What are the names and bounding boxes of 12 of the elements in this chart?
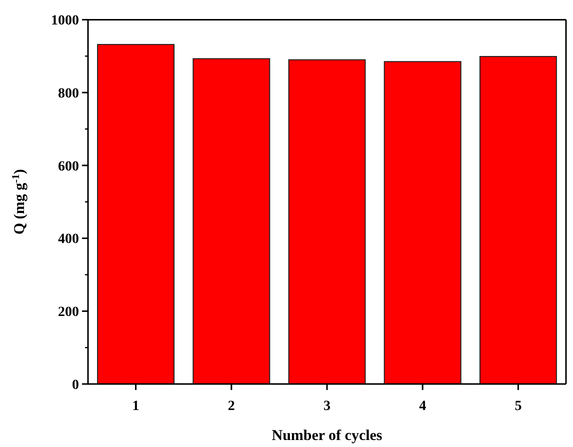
x-tick-label: 5	[514, 399, 522, 414]
x-axis-title: Number of cycles	[272, 428, 382, 444]
x-tick-label: 3	[324, 399, 330, 414]
x-tick-label: 1	[132, 399, 140, 414]
y-tick-label: 200	[58, 305, 79, 320]
y-tick-label: 800	[58, 86, 79, 102]
y-tick-label: 1000	[51, 14, 79, 29]
y-tick-label: 600	[58, 159, 79, 174]
x-tick-label: 2	[228, 399, 235, 414]
y-tick-label: 400	[58, 232, 79, 248]
x-tick-label: 4	[419, 399, 426, 414]
y-tick-label: 0	[72, 378, 79, 393]
